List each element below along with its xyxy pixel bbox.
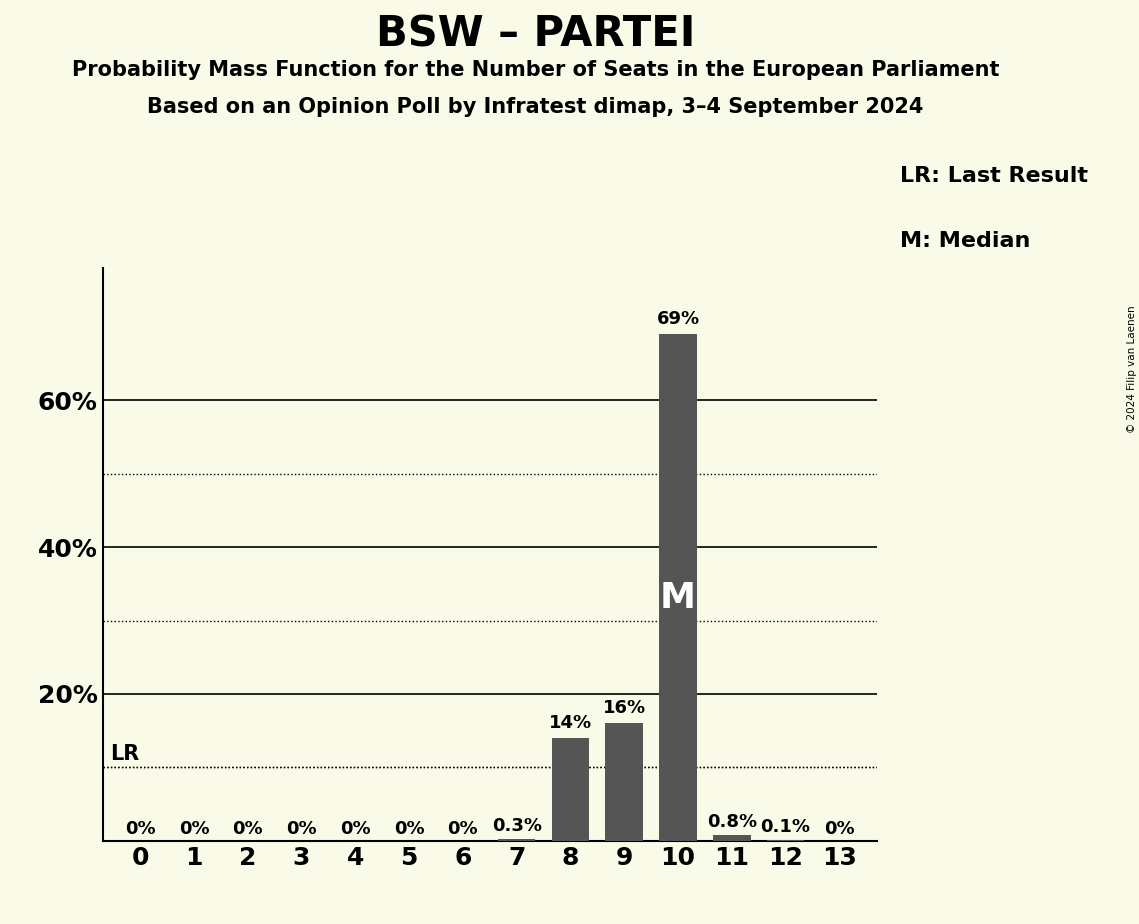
Text: M: Median: M: Median [900,231,1030,251]
Text: 0.3%: 0.3% [492,817,542,835]
Text: 0%: 0% [232,820,263,838]
Text: 0.1%: 0.1% [761,819,811,836]
Bar [713,835,751,841]
Bar [659,334,697,841]
Text: 69%: 69% [656,310,699,328]
Text: 16%: 16% [603,699,646,717]
Text: 0%: 0% [394,820,425,838]
Text: 0%: 0% [448,820,478,838]
Text: 0.8%: 0.8% [706,813,757,832]
Bar [606,723,644,841]
Text: 0%: 0% [286,820,317,838]
Text: BSW – PARTEI: BSW – PARTEI [376,14,695,55]
Text: LR: Last Result: LR: Last Result [900,166,1088,187]
Text: Based on an Opinion Poll by Infratest dimap, 3–4 September 2024: Based on an Opinion Poll by Infratest di… [147,97,924,117]
Text: Probability Mass Function for the Number of Seats in the European Parliament: Probability Mass Function for the Number… [72,60,999,80]
Bar [498,839,535,841]
Text: 0%: 0% [341,820,370,838]
Text: LR: LR [110,745,140,764]
Text: M: M [659,580,696,614]
Bar [551,738,589,841]
Text: © 2024 Filip van Laenen: © 2024 Filip van Laenen [1126,306,1137,433]
Text: 14%: 14% [549,714,592,732]
Text: 0%: 0% [825,820,854,838]
Text: 0%: 0% [179,820,210,838]
Text: 0%: 0% [125,820,155,838]
